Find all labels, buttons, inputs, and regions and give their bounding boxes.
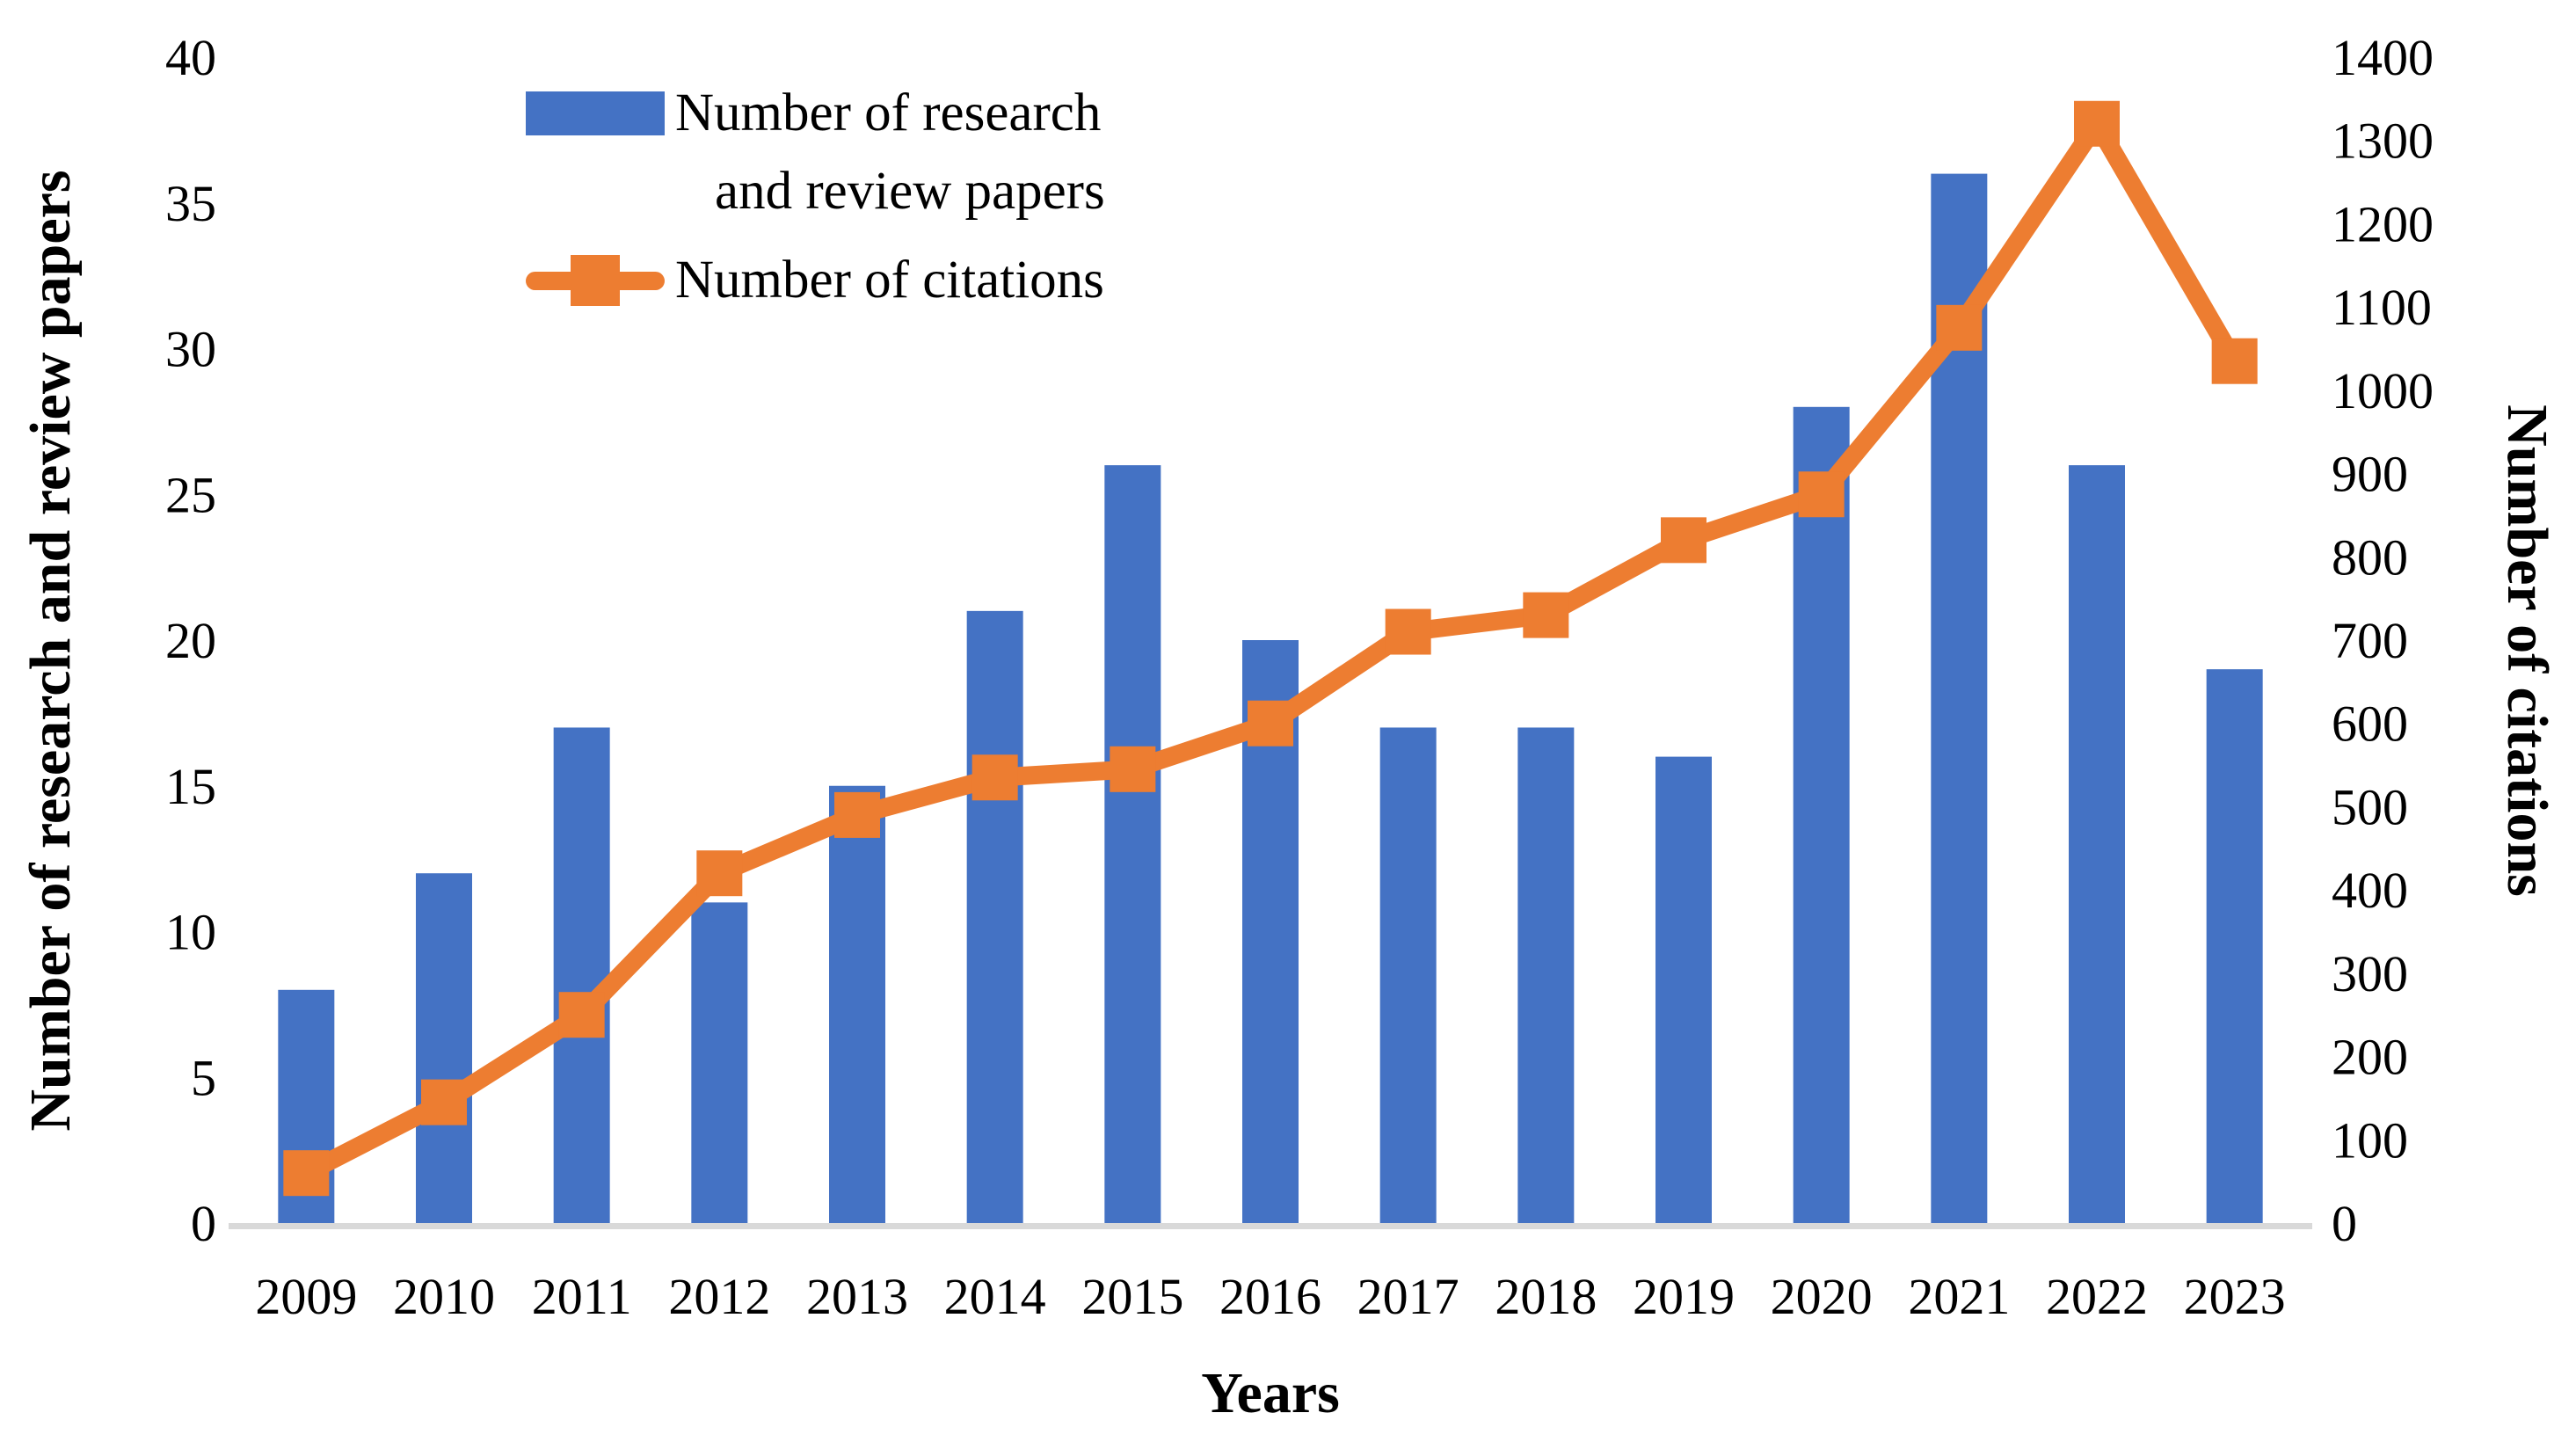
chart-legend: Number of research and review papers Num… xyxy=(526,86,1105,307)
legend-papers-label-line2: and review papers xyxy=(715,162,1105,221)
x-axis-label-2010: 2010 xyxy=(393,1268,495,1325)
bar-2011 xyxy=(553,727,610,1223)
bar-series-swatch-icon xyxy=(526,91,665,135)
legend-papers-label-line1: Number of research xyxy=(675,84,1102,142)
x-axis-label-2011: 2011 xyxy=(532,1268,632,1325)
legend-item-papers: Number of research xyxy=(526,86,1105,140)
citations-marker-2014 xyxy=(971,754,1018,801)
x-axis-label-2017: 2017 xyxy=(1357,1268,1459,1325)
x-axis-label-2009: 2009 xyxy=(255,1268,357,1325)
citations-marker-2019 xyxy=(1661,517,1706,564)
x-axis-label-2015: 2015 xyxy=(1081,1268,1183,1325)
x-axis-label-2012: 2012 xyxy=(668,1268,770,1325)
citations-marker-2013 xyxy=(834,791,880,838)
bar-2013 xyxy=(829,785,885,1223)
citations-marker-2017 xyxy=(1385,608,1431,655)
right-axis-tick-label: 700 xyxy=(2332,612,2408,669)
x-axis-label-2018: 2018 xyxy=(1495,1268,1597,1325)
x-axis-label-2016: 2016 xyxy=(1219,1268,1321,1325)
citations-marker-2010 xyxy=(421,1079,467,1125)
line-series-swatch-icon xyxy=(526,254,665,306)
right-axis-tick-label: 900 xyxy=(2332,446,2408,503)
x-axis-title: Years xyxy=(1201,1361,1340,1425)
citations-marker-2012 xyxy=(696,850,743,897)
citations-marker-2011 xyxy=(558,992,605,1038)
citations-marker-2020 xyxy=(1798,471,1845,518)
right-axis-tick-label: 800 xyxy=(2332,528,2408,586)
right-axis-tick-label: 600 xyxy=(2332,696,2408,753)
right-axis-tick-label: 1100 xyxy=(2332,279,2432,336)
citations-marker-2021 xyxy=(1936,304,1983,351)
left-axis-tick-label: 25 xyxy=(165,466,216,523)
bar-2022 xyxy=(2069,465,2125,1223)
left-axis-tick-label: 10 xyxy=(165,904,216,961)
x-axis-label-2022: 2022 xyxy=(2046,1268,2148,1325)
bar-2020 xyxy=(1793,406,1850,1223)
right-axis-tick-label: 1300 xyxy=(2332,113,2434,170)
left-axis-tick-label: 20 xyxy=(165,612,216,669)
bar-2017 xyxy=(1379,727,1437,1223)
bar-2019 xyxy=(1655,756,1712,1223)
left-axis-tick-label: 30 xyxy=(165,321,216,378)
left-axis-tick-label: 35 xyxy=(165,175,216,232)
citations-marker-2009 xyxy=(283,1150,330,1197)
right-axis-tick-label: 400 xyxy=(2332,862,2408,919)
citations-marker-2016 xyxy=(1248,700,1293,746)
right-axis-tick-label: 1000 xyxy=(2332,362,2434,419)
left-y-axis-title: Number of research and review papers xyxy=(18,170,83,1132)
legend-item-citations: Number of citations xyxy=(526,253,1105,307)
left-axis-tick-label: 5 xyxy=(191,1049,216,1106)
bar-2012 xyxy=(691,902,748,1223)
right-y-axis-title: Number of citations xyxy=(2495,404,2559,897)
right-axis-tick-label: 100 xyxy=(2332,1111,2408,1169)
x-axis-label-2023: 2023 xyxy=(2184,1268,2286,1325)
bar-2010 xyxy=(416,873,472,1223)
legend-citations-label: Number of citations xyxy=(675,251,1104,310)
x-axis-label-2019: 2019 xyxy=(1633,1268,1735,1325)
left-axis-tick-label: 0 xyxy=(191,1195,216,1252)
x-axis-label-2020: 2020 xyxy=(1771,1268,1873,1325)
left-axis-tick-label: 15 xyxy=(165,758,216,815)
right-axis-tick-label: 300 xyxy=(2332,945,2408,1002)
bar-2023 xyxy=(2206,669,2263,1223)
citations-marker-2023 xyxy=(2211,338,2258,384)
citations-marker-2015 xyxy=(1110,746,1156,792)
left-axis-tick-label: 40 xyxy=(165,29,216,86)
citations-marker-2022 xyxy=(2074,100,2120,147)
right-axis-tick-label: 0 xyxy=(2332,1195,2357,1252)
bar-2014 xyxy=(966,610,1023,1223)
right-axis-tick-label: 200 xyxy=(2332,1029,2408,1086)
bar-2018 xyxy=(1517,727,1575,1223)
right-axis-tick-label: 500 xyxy=(2332,778,2408,835)
citations-marker-2018 xyxy=(1523,592,1569,638)
bar-2015 xyxy=(1104,465,1161,1223)
x-axis-baseline xyxy=(229,1223,2312,1229)
right-axis-tick-label: 1200 xyxy=(2332,195,2434,252)
right-axis-tick-label: 1400 xyxy=(2332,29,2434,86)
x-axis-label-2021: 2021 xyxy=(1908,1268,2010,1325)
x-axis-label-2013: 2013 xyxy=(806,1268,908,1325)
x-axis-label-2014: 2014 xyxy=(944,1268,1046,1325)
